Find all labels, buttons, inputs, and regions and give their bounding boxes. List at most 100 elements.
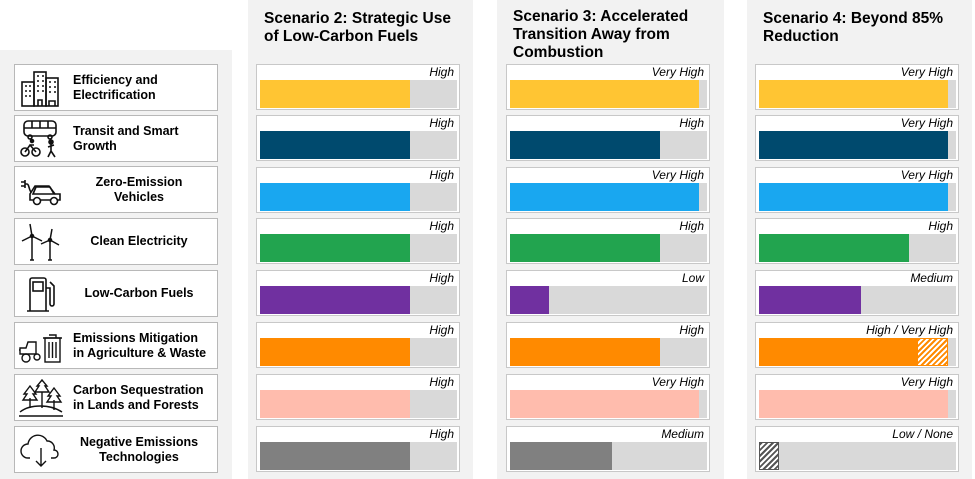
rating-bar-track: [759, 286, 956, 314]
rating-bar-track: [759, 131, 956, 159]
rating-bar-fill: [510, 442, 613, 470]
rating-cell: High: [506, 218, 710, 264]
rating-cell: Medium: [506, 426, 710, 472]
rating-bar-fill: [260, 390, 410, 418]
rating-cell: Very High: [506, 167, 710, 213]
rating-label: High: [429, 65, 454, 79]
rating-bar-track: [510, 338, 707, 366]
rating-cell: High: [256, 167, 460, 213]
scenario-4-title: Scenario 4: Beyond 85% Reduction: [763, 10, 944, 45]
rating-bar-track: [260, 442, 457, 470]
rating-cell: High: [506, 115, 710, 161]
rating-label: High: [928, 219, 953, 233]
rating-label: Medium: [910, 271, 953, 285]
rating-bar-fill: [510, 183, 700, 211]
rating-bar-fill: [260, 234, 410, 262]
strategy-row-efficiency: Efficiency and Electrification: [14, 64, 218, 111]
rating-bar-track: [759, 234, 956, 262]
rating-bar-fill: [260, 80, 410, 108]
rating-bar-track: [260, 390, 457, 418]
rating-cell: Low: [506, 270, 710, 316]
rating-cell: Very High: [755, 64, 959, 110]
fuel-pump-icon: [15, 271, 67, 316]
rating-bar-fill: [260, 442, 410, 470]
rating-bar-fill: [759, 338, 917, 366]
tractor-trash-icon: [15, 323, 67, 368]
rating-cell: Very High: [506, 64, 710, 110]
rating-bar-fill: [510, 286, 550, 314]
rating-bar-fill: [510, 80, 700, 108]
rating-bar-fill: [759, 390, 949, 418]
rating-bar-fill: [510, 338, 660, 366]
rating-label: High: [429, 168, 454, 182]
rating-label: Very High: [651, 168, 704, 182]
rating-label: High: [429, 116, 454, 130]
strategy-row-negative-emissions: Negative Emissions Technologies: [14, 426, 218, 473]
rating-bar-track: [260, 131, 457, 159]
strategy-row-clean-electricity: Clean Electricity: [14, 218, 218, 265]
rating-bar-track: [759, 80, 956, 108]
rating-bar-fill: [260, 286, 410, 314]
rating-bar-track: [510, 286, 707, 314]
rating-bar-fill: [260, 338, 410, 366]
rating-bar-track: [759, 390, 956, 418]
rating-bar-track: [759, 183, 956, 211]
scenario-2-title: Scenario 2: Strategic Use of Low-Carbon F…: [264, 10, 451, 45]
rating-label: Very High: [900, 65, 953, 79]
rating-cell: High: [755, 218, 959, 264]
scenario-3-title: Scenario 3: Accelerated Transition Away f…: [513, 8, 689, 61]
rating-bar-fill: [759, 80, 949, 108]
rating-cell: High: [256, 218, 460, 264]
rating-cell: High / Very High: [755, 322, 959, 368]
strategy-row-zev: Zero-Emission Vehicles: [14, 166, 218, 213]
rating-bar-track: [510, 183, 707, 211]
rating-cell: Very High: [506, 374, 710, 420]
rating-bar-track: [260, 338, 457, 366]
buildings-icon: [15, 65, 67, 110]
rating-label: High: [429, 375, 454, 389]
rating-bar-track: [510, 390, 707, 418]
rating-label: Low / None: [892, 427, 953, 441]
rating-label: High: [429, 323, 454, 337]
rating-label: Very High: [651, 65, 704, 79]
rating-bar-fill: [260, 183, 410, 211]
bus-bike-walk-icon: [15, 116, 67, 161]
rating-bar-fill: [510, 131, 660, 159]
rating-cell: Very High: [755, 167, 959, 213]
rating-bar-uncertain-range: [916, 338, 949, 366]
rating-bar-fill: [260, 131, 410, 159]
rating-label: High: [679, 219, 704, 233]
cloud-download-icon: [15, 427, 67, 472]
rating-bar-track: [510, 131, 707, 159]
strategy-row-low-carbon-fuels: Low-Carbon Fuels: [14, 270, 218, 317]
strategy-row-sequestration: Carbon Sequestration in Lands and Forests: [14, 374, 218, 421]
rating-label: Medium: [661, 427, 704, 441]
rating-bar-track: [510, 234, 707, 262]
strategy-row-transit: Transit and Smart Growth: [14, 115, 218, 162]
wind-turbine-icon: [15, 219, 67, 264]
rating-cell: Very High: [755, 374, 959, 420]
rating-bar-track: [260, 234, 457, 262]
rating-bar-fill: [759, 131, 949, 159]
rating-bar-uncertain-range: [759, 442, 779, 470]
rating-label: Low: [681, 271, 704, 285]
rating-bar-track: [759, 442, 956, 470]
rating-label: High: [429, 219, 454, 233]
rating-label: High: [679, 323, 704, 337]
rating-bar-track: [510, 80, 707, 108]
rating-cell: High: [256, 374, 460, 420]
rating-label: High: [429, 427, 454, 441]
rating-bar-fill: [759, 183, 949, 211]
rating-cell: Low / None: [755, 426, 959, 472]
rating-cell: High: [256, 322, 460, 368]
rating-bar-track: [260, 286, 457, 314]
rating-label: High: [679, 116, 704, 130]
rating-label: Very High: [651, 375, 704, 389]
rating-cell: High: [256, 426, 460, 472]
rating-label: High / Very High: [866, 323, 953, 337]
rating-bar-fill: [510, 234, 660, 262]
rating-cell: High: [506, 322, 710, 368]
rating-cell: High: [256, 270, 460, 316]
rating-bar-track: [510, 442, 707, 470]
rating-label: Very High: [900, 116, 953, 130]
